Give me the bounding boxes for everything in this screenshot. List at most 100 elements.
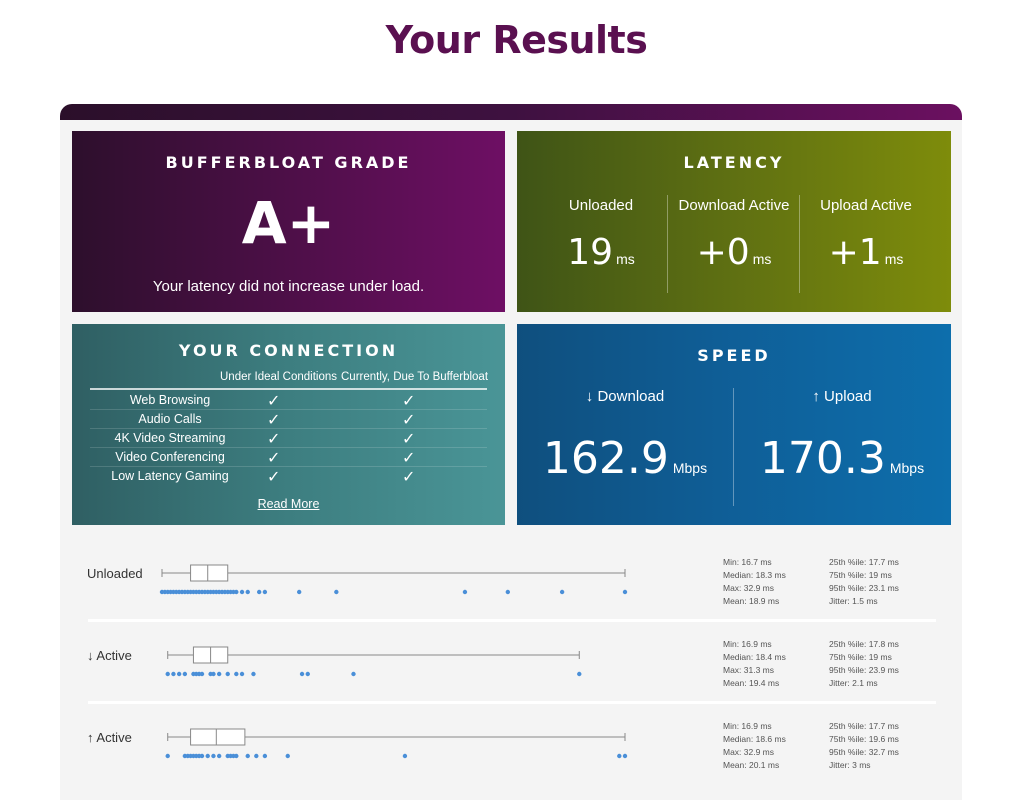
sample-point [256, 589, 262, 595]
stat-max: Max: 32.9 ms [723, 747, 775, 757]
latency-upload-unit: ms [884, 251, 904, 267]
sample-point [617, 753, 622, 759]
stat-p95: 95th %ile: 23.9 ms [829, 665, 899, 675]
sample-point [245, 753, 250, 759]
check-icon: ✓ [402, 412, 416, 429]
stat-jitter: Jitter: 2.1 ms [829, 678, 878, 688]
latency-download-label: Download Active [678, 197, 790, 214]
sample-point [577, 671, 582, 677]
download-value: 162.9 [542, 433, 669, 484]
sample-point [165, 671, 170, 677]
sample-point [334, 589, 339, 595]
latency-upload-label: Upload Active [820, 197, 912, 214]
connection-card-title: YOUR CONNECTION [178, 341, 399, 360]
sample-point [296, 589, 302, 595]
iqr-box [190, 564, 229, 582]
iqr-box [190, 728, 246, 746]
sample-point [199, 753, 205, 759]
stat-min: Min: 16.7 ms [723, 557, 772, 567]
stat-mean: Mean: 19.4 ms [723, 678, 780, 688]
stat-mean: Mean: 18.9 ms [723, 596, 780, 606]
table-row: 4K Video Streaming ✓ ✓ [90, 429, 487, 448]
latency-download-active: Download Active +0 ms [668, 195, 800, 295]
service-name: 4K Video Streaming [114, 431, 226, 445]
latency-unloaded-label: Unloaded [568, 197, 634, 214]
service-name: Low Latency Gaming [111, 469, 229, 483]
sample-point [211, 753, 216, 759]
sample-point [199, 671, 205, 677]
table-row: Low Latency Gaming ✓ ✓ [90, 467, 487, 486]
speed-divider [733, 388, 734, 506]
stat-max: Max: 31.3 ms [723, 665, 775, 675]
sample-point [402, 753, 408, 759]
sample-point [505, 589, 511, 595]
results-header-bar [60, 104, 962, 120]
check-icon: ✓ [402, 469, 416, 486]
download-unit: Mbps [672, 460, 708, 476]
latency-divider [799, 195, 800, 293]
distribution-unloaded: Unloaded Min: 16.7 ms Median: 18.3 ms Ma… [60, 541, 962, 623]
speed-download: ↓ Download 162.9 Mbps [517, 388, 733, 484]
stat-jitter: Jitter: 1.5 ms [829, 596, 878, 606]
sample-point [351, 671, 356, 677]
check-icon: ✓ [267, 469, 281, 486]
stat-p25: 25th %ile: 17.8 ms [829, 639, 899, 649]
stat-p75: 75th %ile: 19 ms [829, 570, 892, 580]
stat-p75: 75th %ile: 19.6 ms [829, 734, 899, 744]
row-separator [88, 701, 936, 704]
distribution-label: ↓ Active [87, 648, 132, 663]
latency-card: LATENCY Unloaded 19 ms Download Active +0… [517, 131, 951, 312]
check-icon: ✓ [402, 450, 416, 467]
sample-point [171, 671, 176, 677]
sample-point [245, 589, 250, 595]
check-icon: ✓ [402, 431, 416, 448]
latency-unloaded-unit: ms [616, 251, 635, 267]
stat-min: Min: 16.9 ms [723, 639, 772, 649]
latency-upload-value: +1 [828, 232, 882, 273]
stat-max: Max: 32.9 ms [723, 583, 775, 593]
service-name: Video Conferencing [115, 450, 225, 464]
check-icon: ✓ [267, 431, 281, 448]
sample-point [211, 671, 216, 677]
distribution-upload-active: ↑ Active Min: 16.9 ms Median: 18.6 ms Ma… [60, 705, 962, 787]
sample-point [234, 753, 239, 759]
stat-median: Median: 18.3 ms [723, 570, 786, 580]
sample-point [622, 589, 628, 595]
upload-label: ↑ Upload [812, 388, 872, 405]
distribution-plot [165, 728, 628, 759]
grade-value: A+ [241, 189, 336, 257]
stat-median: Median: 18.6 ms [723, 734, 786, 744]
sample-point [216, 671, 222, 677]
distribution-label: ↑ Active [87, 730, 132, 745]
distribution-download-active: ↓ Active Min: 16.9 ms Median: 18.4 ms Ma… [60, 623, 962, 705]
sample-point [205, 753, 210, 759]
your-connection-card: YOUR CONNECTION Under Ideal Conditions C… [72, 324, 505, 525]
stat-mean: Mean: 20.1 ms [723, 760, 780, 770]
sample-point [622, 753, 628, 759]
sample-point [254, 753, 259, 759]
table-row: Web Browsing ✓ ✓ [90, 391, 487, 410]
grade-description: Your latency did not increase under load… [152, 278, 425, 295]
read-more-link[interactable]: Read More [257, 497, 320, 511]
sample-point [251, 671, 256, 677]
stat-min: Min: 16.9 ms [723, 721, 772, 731]
stat-p25: 25th %ile: 17.7 ms [829, 721, 899, 731]
check-icon: ✓ [402, 393, 416, 410]
sample-point [234, 589, 239, 595]
speed-upload: ↑ Upload 170.3 Mbps [734, 388, 950, 484]
distribution-plot [159, 564, 628, 595]
sample-point [299, 671, 305, 677]
latency-unloaded-value: 19 [567, 232, 614, 273]
sample-point [176, 671, 182, 677]
latency-download-unit: ms [752, 251, 772, 267]
latency-divider [667, 195, 668, 293]
latency-unloaded: Unloaded 19 ms [535, 195, 667, 295]
sample-point [234, 671, 239, 677]
speed-card-title: SPEED [697, 346, 771, 365]
sample-point [262, 589, 268, 595]
sample-point [225, 671, 230, 677]
distribution-plot [165, 646, 582, 677]
table-row: Video Conferencing ✓ ✓ [90, 448, 487, 467]
connection-table-rule [90, 388, 487, 390]
upload-unit: Mbps [889, 460, 925, 476]
